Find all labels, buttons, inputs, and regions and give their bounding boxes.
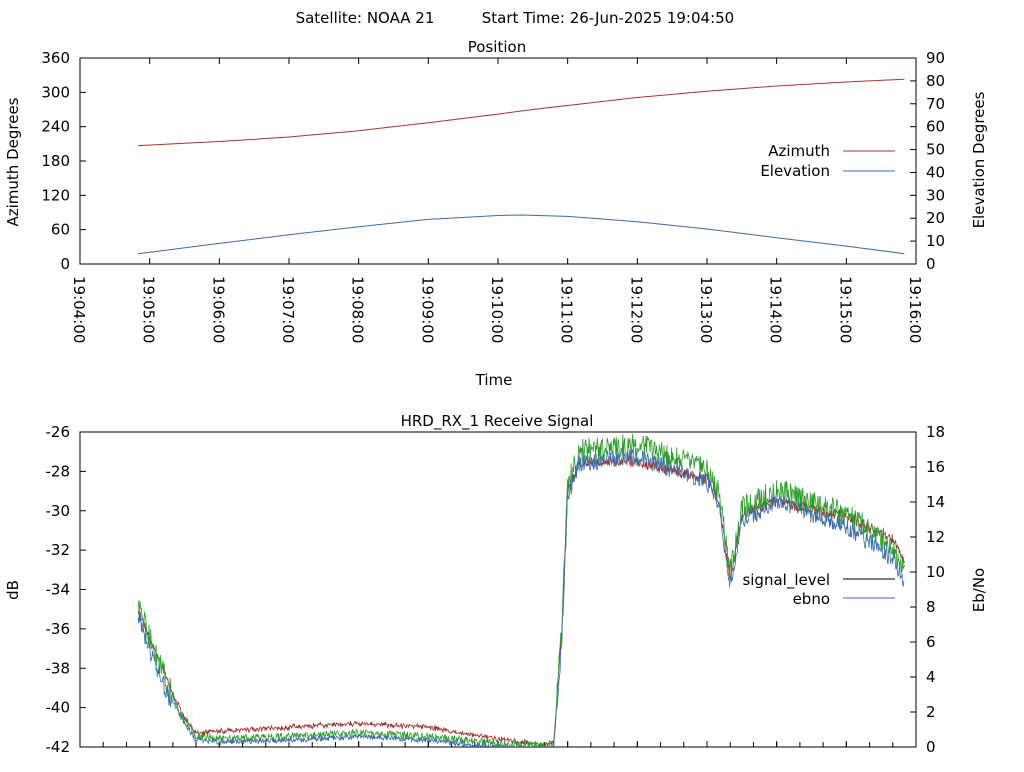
position-chart-title: Position [468,38,526,56]
signal-y-tick-label: -26 [46,423,71,441]
position-y-tick-label: 0 [60,255,70,273]
signal-y-tick-label: -34 [46,581,71,599]
position-y-tick-label: 240 [41,118,70,136]
position-x-tick-label: 19:14:00 [767,276,785,343]
signal-y-tick-label: -28 [46,462,71,480]
signal-y-tick-label: -36 [46,620,71,638]
azimuth-legend-label: Azimuth [768,142,830,160]
position-y2-tick-label: 10 [926,232,945,250]
position-y-tick-label: 360 [41,49,70,67]
elevation-axis-label: Elevation Degrees [970,91,988,228]
position-y2-tick-label: 80 [926,72,945,90]
position-y-tick-label: 60 [51,221,70,239]
signal-y2-tick-label: 18 [926,423,945,441]
position-x-tick-label: 19:16:00 [906,276,924,343]
elevation-line [138,214,905,255]
signal-series-clip-group [137,433,905,747]
satellite-label: Satellite: NOAA 21 [296,9,435,27]
position-x-tick-label: 19:04:00 [70,276,88,343]
ebno-axis-label: Eb/No [970,568,988,612]
position-series [138,78,905,255]
signal-y-tick-label: -42 [46,738,71,756]
position-chart: Position Time Azimuth Degrees Elevation … [4,38,988,389]
position-y2-tick-label: 0 [926,255,936,273]
azimuth-line [138,78,905,147]
position-y2-tick-label: 40 [926,163,945,181]
signal-y2-tick-label: 6 [926,633,936,651]
position-y2-tick-label: 30 [926,186,945,204]
signal-y-tick-label: -40 [46,699,71,717]
elevation-legend-label: Elevation [760,162,830,180]
position-y2-tick-label: 50 [926,141,945,159]
position-y-tick-label: 120 [41,186,70,204]
signal-y2-tick-label: 0 [926,738,936,756]
position-x-tick-label: 19:15:00 [836,276,854,343]
position-x-tick-label: 19:05:00 [140,276,158,343]
ebno-legend-label: ebno [793,590,830,608]
signal-level-legend-label: signal_level [742,571,830,590]
position-x-tick-label: 19:11:00 [558,276,576,343]
position-x-tick-label: 19:09:00 [418,276,436,343]
position-y2-tick-label: 20 [926,209,945,227]
position-x-tick-label: 19:06:00 [209,276,227,343]
signal-axis-ticks: -42 -40 -38 -36 -34 -32 -30 -28 -26 0 2 4 6 8 10 12 14 16… [46,423,946,756]
signal-series [137,433,905,747]
position-y2-tick-label: 70 [926,95,945,113]
position-y-tick-label: 300 [41,83,70,101]
position-legend: Azimuth Elevation [760,142,895,180]
start-time-label: Start Time: 26-Jun-2025 19:04:50 [482,9,734,27]
position-x-tick-label: 19:07:00 [279,276,297,343]
position-x-tick-label: 19:10:00 [488,276,506,343]
signal-y2-tick-label: 2 [926,703,936,721]
position-x-axis-label: Time [475,371,513,389]
plot-border [79,431,917,748]
ebno-line [137,433,905,747]
position-y2-tick-label: 60 [926,118,945,136]
position-x-tick-label: 19:12:00 [627,276,645,343]
signal-y2-tick-label: 10 [926,563,945,581]
ebno-secondary-line [137,448,905,747]
signal-y-tick-label: -30 [46,502,71,520]
position-x-tick-label: 19:08:00 [349,276,367,343]
signal-y2-tick-label: 16 [926,458,945,476]
plot-border [79,57,917,265]
azimuth-axis-label: Azimuth Degrees [4,97,22,226]
signal-y-tick-label: -32 [46,541,71,559]
signal-y2-tick-label: 4 [926,668,936,686]
signal-y-tick-label: -38 [46,659,71,677]
position-plot-frame [79,57,917,265]
receive-signal-chart-title: HRD_RX_1 Receive Signal [401,412,594,431]
position-y-tick-label: 180 [41,152,70,170]
position-axis-ticks: 0 60 120 180 240 300 360 0 10 20 30 40 50 60 70 80 90 19:… [41,49,945,343]
position-x-tick-label: 19:13:00 [697,276,715,343]
signal-y2-tick-label: 8 [926,598,936,616]
signal-plot-frame [79,431,917,748]
db-axis-label: dB [4,580,22,600]
signal-y2-tick-label: 14 [926,493,945,511]
position-y2-tick-label: 90 [926,49,945,67]
receive-signal-chart: HRD_RX_1 Receive Signal dB Eb/No -42-40-… [4,412,988,756]
signal-y2-tick-label: 12 [926,528,945,546]
